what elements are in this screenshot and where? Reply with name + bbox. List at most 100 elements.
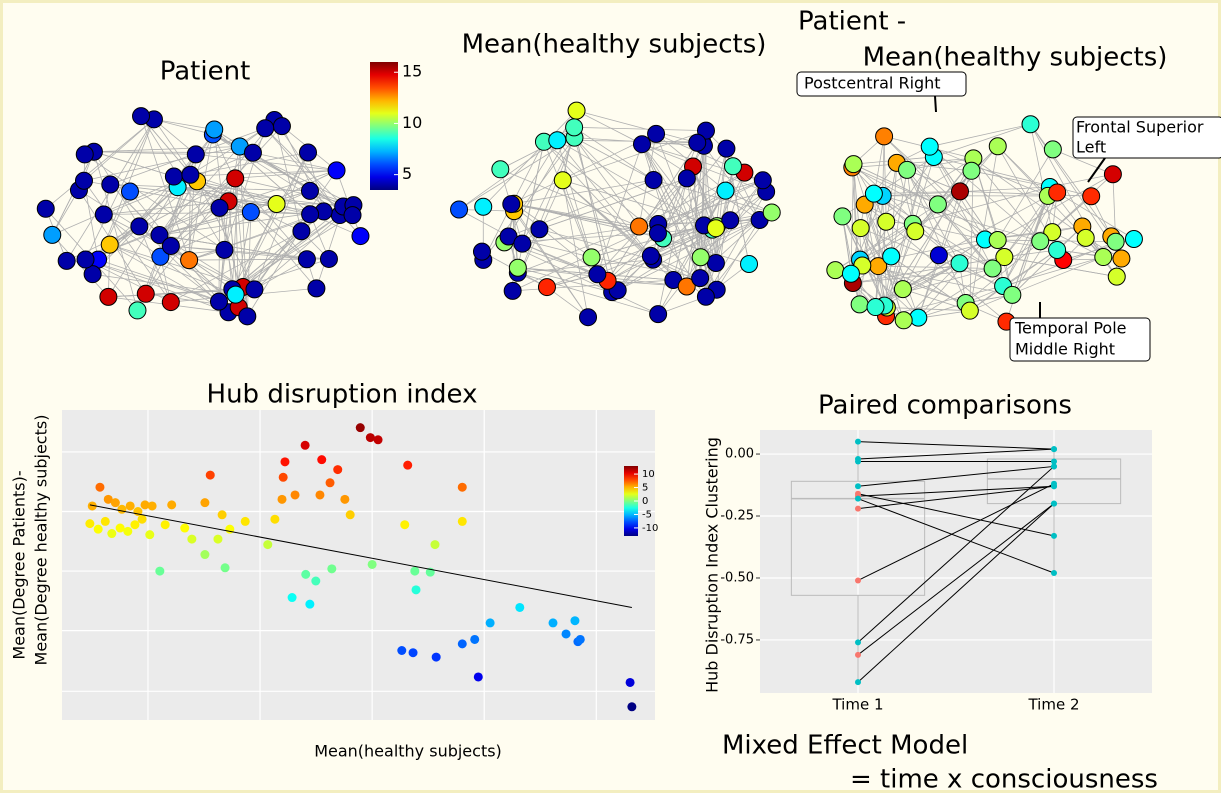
edge [1002,195,1049,287]
point [311,576,321,586]
edge [235,177,354,206]
edge [890,256,971,312]
edge [103,200,229,215]
node [530,220,549,239]
edge [853,163,939,205]
node [1021,115,1040,134]
node [630,217,649,236]
edge [246,212,252,317]
point [87,501,97,511]
edge [591,225,705,258]
node [995,248,1014,267]
node [120,182,139,201]
node [150,226,169,245]
edge [912,186,1050,225]
node [696,121,715,140]
node [753,171,772,190]
point [300,440,310,450]
edge [84,154,225,251]
point [333,465,343,475]
y-tick-label: -0.50 [720,570,754,585]
node [209,292,228,311]
point [137,514,147,524]
edge [641,143,717,264]
node [723,157,742,176]
edge [190,127,266,176]
node [929,246,948,265]
node [181,165,200,184]
node [503,281,522,300]
edge [852,268,993,284]
node [1043,140,1062,159]
point [575,634,585,644]
edge [657,179,764,234]
edge [969,256,1104,312]
node [950,182,969,201]
node [960,301,979,320]
node [648,224,667,243]
node [351,227,370,246]
point [515,602,525,612]
edge [835,223,914,271]
annotation-box [796,71,967,97]
point [280,457,290,467]
edge [929,146,1049,197]
edge [657,178,688,315]
edge [641,143,767,193]
point [115,523,125,533]
edge [641,144,702,258]
node [988,137,1007,156]
node [1003,285,1022,304]
x-tick-label: Time 1 [831,696,883,714]
panel-title: Mean(healthy subjects) [462,30,767,60]
node [132,107,151,126]
pair-line [857,498,1055,574]
colorbar [624,466,638,536]
node [43,225,62,244]
edge [188,211,324,261]
point [403,460,413,470]
node [205,120,224,139]
leader [934,95,937,113]
node [301,205,320,224]
node [632,135,651,154]
edge [576,110,698,144]
edge [170,230,302,303]
edge [93,151,196,155]
edge [307,152,325,212]
edge [195,153,337,171]
node [128,301,147,320]
point [278,472,288,482]
edge [522,243,598,275]
node [75,145,94,164]
point [548,618,558,628]
y-tick-label: -0.25 [720,509,754,524]
edge [878,265,993,269]
node [186,145,205,164]
colorbar-label: 15 [402,62,422,81]
pair-line [857,483,1055,581]
point [373,435,383,445]
leader [1087,157,1106,183]
edge [458,137,575,210]
node [688,133,707,152]
panel-title: Mean(healthy subjects) [863,43,1168,73]
node [450,200,469,219]
edge [596,144,643,275]
pair-line [857,503,1055,683]
node [579,308,598,327]
point [473,672,483,682]
edge [883,136,986,240]
node [319,249,338,268]
point [217,510,227,520]
point [140,500,150,510]
edge [574,137,619,291]
node [877,212,896,231]
edge [517,272,659,315]
pair-line [857,441,1055,450]
point [485,618,495,628]
edge [1030,124,1116,243]
edge [853,163,960,264]
node [567,101,586,120]
node [721,211,740,230]
